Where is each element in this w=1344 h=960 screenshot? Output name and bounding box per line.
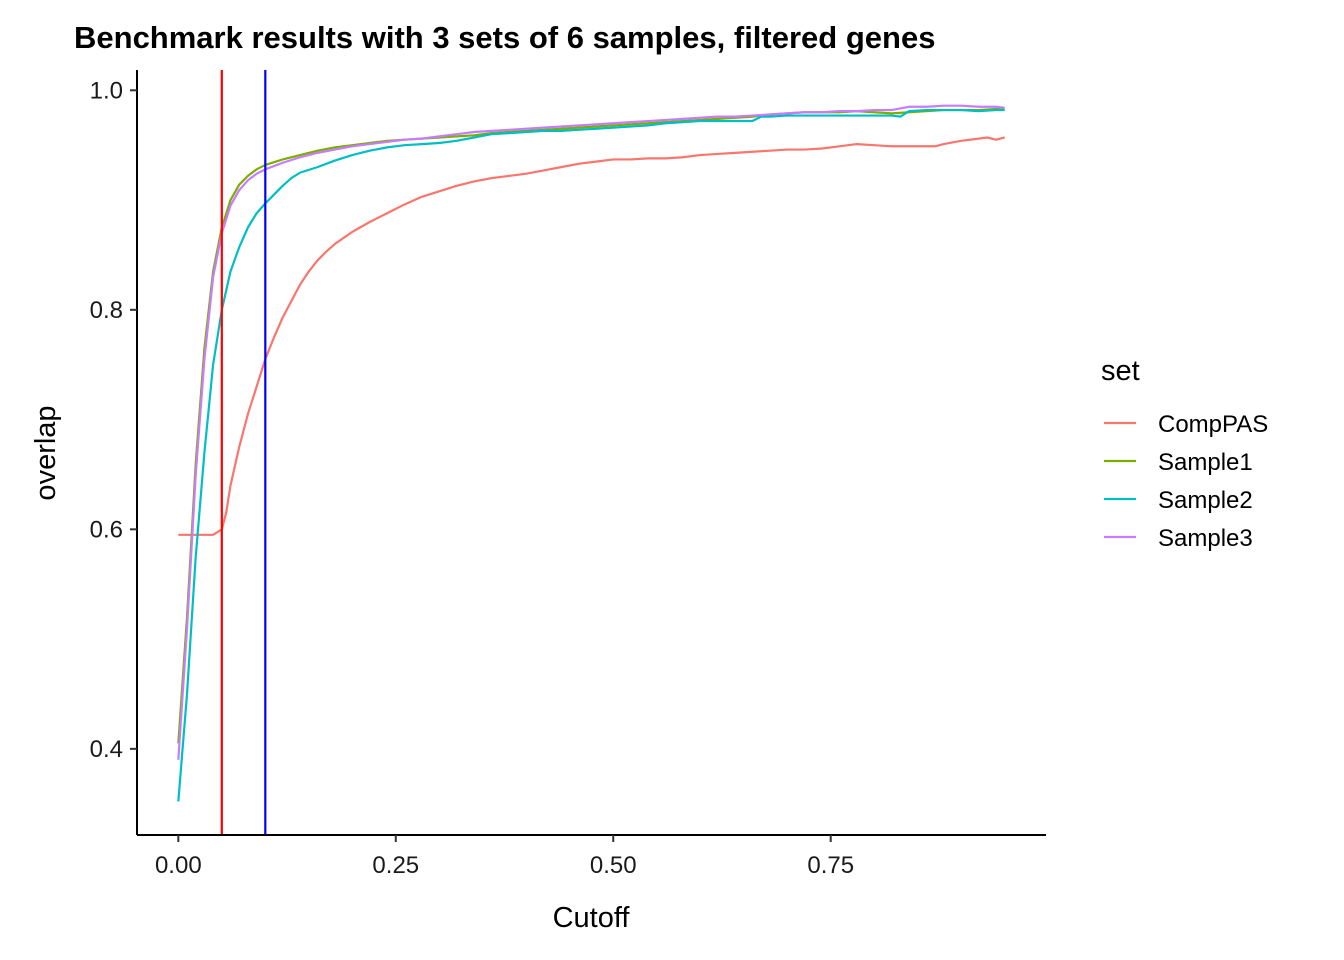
series-line-sample1 <box>177 107 1005 744</box>
y-axis-ticks: 0.4 0.6 0.8 1.0 <box>90 77 137 763</box>
legend-entries: CompPAS Sample1 Sample2 Sample3 <box>1104 411 1268 552</box>
x-tick-label: 0.00 <box>155 852 202 879</box>
x-axis-ticks: 0.00 0.25 0.50 0.75 <box>155 835 854 879</box>
legend-title: set <box>1101 355 1140 387</box>
x-tick-label: 0.75 <box>807 852 854 879</box>
legend-label-sample3: Sample3 <box>1158 525 1253 552</box>
series-line-sample3 <box>177 104 1005 760</box>
x-tick-label: 0.25 <box>372 852 419 879</box>
y-axis-title: overlap <box>30 405 62 500</box>
x-axis-title: Cutoff <box>553 902 631 934</box>
series-line-sample2 <box>177 108 1005 802</box>
y-tick-label: 0.8 <box>90 297 123 324</box>
series-layer <box>177 104 1005 802</box>
x-tick-label: 0.50 <box>590 852 637 879</box>
plot-panel: 0.00 0.25 0.50 0.75 0.4 0.6 0.8 1.0 <box>90 70 1046 879</box>
legend-label-sample2: Sample2 <box>1158 487 1253 514</box>
legend-label-comppas: CompPAS <box>1158 411 1268 438</box>
y-tick-label: 0.6 <box>90 516 123 543</box>
legend: set CompPAS Sample1 Sample2 Sample3 <box>1101 355 1268 552</box>
y-tick-label: 1.0 <box>90 77 123 104</box>
legend-label-sample1: Sample1 <box>1158 449 1253 476</box>
series-line-comppas <box>178 136 1005 536</box>
y-tick-label: 0.4 <box>90 736 123 763</box>
chart-title: Benchmark results with 3 sets of 6 sampl… <box>74 20 935 55</box>
reference-lines <box>220 70 267 835</box>
